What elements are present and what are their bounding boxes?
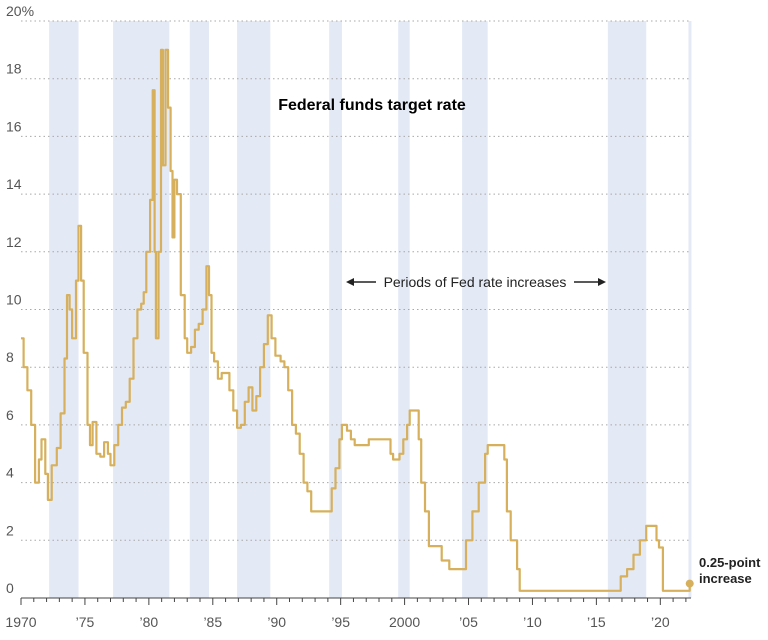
y-tick-label-4: 4 — [6, 465, 14, 481]
shaded-period-2 — [189, 21, 209, 598]
y-tick-label-14: 14 — [6, 176, 22, 192]
x-tick-label-1985: ’85 — [203, 614, 222, 630]
x-tick-label-2005: ’05 — [459, 614, 478, 630]
latest-point — [685, 579, 694, 588]
x-axis: 1970 ’75 ’80 ’85 ’90 ’95 2000 ’05 ’10 ’15 ’20 — [5, 597, 691, 630]
x-tick-label-1990: ’90 — [267, 614, 286, 630]
x-tick-label-1975: ’75 — [76, 614, 95, 630]
x-tick-label-2000: 2000 — [389, 614, 420, 630]
shaded-period-6 — [462, 21, 488, 598]
y-tick-label-20: 20% — [6, 3, 34, 19]
shaded-period-7 — [607, 21, 647, 598]
y-tick-label-12: 12 — [6, 234, 22, 250]
y-axis: 0 2 4 6 8 10 12 14 16 18 20% — [6, 3, 34, 596]
shaded-period-0 — [49, 21, 79, 598]
x-tick-label-2020: ’20 — [651, 614, 670, 630]
chart-title: Federal funds target rate — [278, 97, 466, 114]
y-tick-label-10: 10 — [6, 292, 22, 308]
end-annotation-line-1: 0.25-point — [699, 555, 761, 570]
end-annotation: 0.25-point increase — [699, 555, 761, 586]
shaded-period-8 — [688, 21, 692, 598]
y-tick-label-2: 2 — [6, 522, 14, 538]
y-tick-label-6: 6 — [6, 407, 14, 423]
x-tick-label-1970: 1970 — [5, 614, 36, 630]
x-tick-label-1995: ’95 — [331, 614, 350, 630]
y-tick-label-18: 18 — [6, 61, 22, 77]
rate-series — [21, 48, 694, 592]
arrow-right-icon — [598, 278, 606, 286]
y-tick-label-8: 8 — [6, 349, 14, 365]
grid-lines — [21, 20, 691, 541]
x-tick-label-1980: ’80 — [140, 614, 159, 630]
periods-annotation: Periods of Fed rate increases — [346, 274, 606, 290]
x-tick-label-2015: ’15 — [587, 614, 606, 630]
y-tick-label-0: 0 — [6, 580, 14, 596]
arrow-left-icon — [346, 278, 354, 286]
rate-line — [21, 48, 691, 592]
y-tick-label-16: 16 — [6, 118, 22, 134]
x-tick-label-2010: ’10 — [523, 614, 542, 630]
periods-annotation-label: Periods of Fed rate increases — [384, 274, 567, 290]
end-annotation-line-2: increase — [699, 571, 752, 586]
